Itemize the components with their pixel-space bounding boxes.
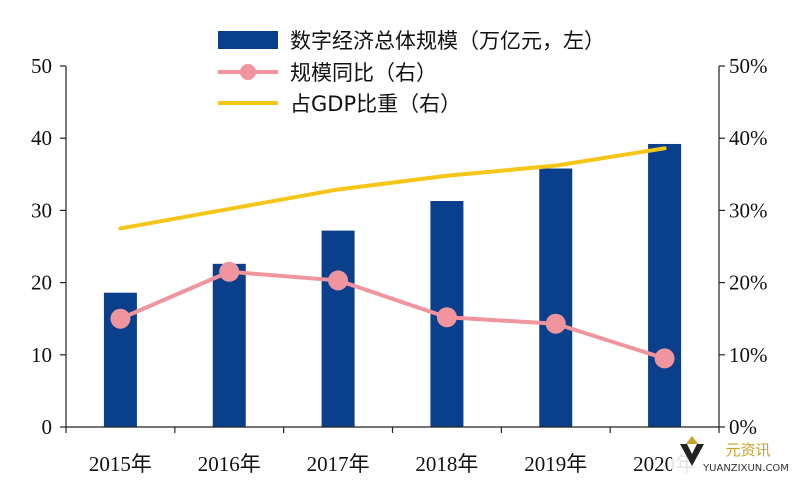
x-tick-label: 2015年 [89, 452, 152, 476]
watermark-logo-icon [680, 444, 704, 466]
point-yoy [328, 270, 349, 291]
left-tick-label: 30 [31, 198, 52, 222]
watermark: 元资讯 YUANZIXUN.COM [672, 434, 792, 478]
right-tick-label: 50% [729, 54, 768, 78]
legend-swatch-marker [240, 64, 256, 80]
watermark-logo-accent-icon [686, 436, 698, 444]
x-tick-label: 2016年 [198, 452, 261, 476]
point-yoy [545, 313, 566, 334]
right-tick-label: 20% [729, 271, 768, 295]
point-yoy [219, 261, 240, 282]
point-yoy [654, 348, 675, 369]
left-tick-label: 10 [31, 343, 52, 367]
right-tick-label: 10% [729, 343, 768, 367]
right-tick-label: 40% [729, 126, 768, 150]
left-tick-label: 40 [31, 126, 52, 150]
point-yoy [110, 308, 131, 329]
bar-2019年 [539, 168, 573, 428]
watermark-en: YUANZIXUN.COM [702, 463, 789, 474]
legend: 数字经济总体规模（万亿元，左） 规模同比（右） 占GDP比重（右） [218, 29, 605, 116]
legend-label: 规模同比（右） [290, 61, 437, 85]
bar-2020年 [648, 143, 682, 427]
x-tick-label: 2019年 [524, 452, 587, 476]
legend-swatch-bar [218, 31, 278, 49]
watermark-cn: 元资讯 [725, 441, 770, 459]
line-gdp-share [118, 146, 667, 231]
left-tick-label: 50 [31, 54, 52, 78]
x-tick-label: 2018年 [415, 452, 478, 476]
x-tick-label: 2017年 [307, 452, 370, 476]
left-tick-label: 0 [42, 415, 53, 439]
bar-2017年 [321, 230, 355, 427]
bar-2016年 [212, 263, 246, 427]
right-tick-label: 30% [729, 198, 768, 222]
line-yoy [118, 269, 667, 361]
legend-label: 占GDP比重（右） [290, 92, 461, 116]
left-tick-label: 20 [31, 271, 52, 295]
legend-label: 数字经济总体规模（万亿元，左） [290, 29, 605, 53]
point-yoy [436, 307, 457, 328]
bar-series [103, 143, 682, 428]
line-series [110, 146, 675, 369]
